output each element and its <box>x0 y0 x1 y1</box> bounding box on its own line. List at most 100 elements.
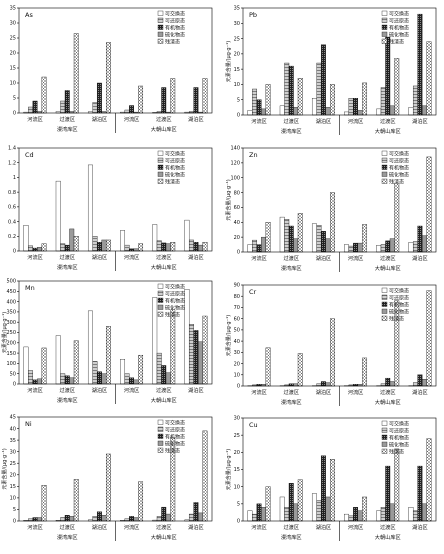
y-tick-label: 0 <box>237 113 240 119</box>
bar-Cd-硫化物态-2 <box>101 239 107 252</box>
bar-Cd-可交换态-2 <box>87 164 93 252</box>
bar-As-可还原态-1 <box>60 100 66 114</box>
y-tick-label: 5 <box>13 96 16 102</box>
bar-Cd-可还原态-4 <box>156 240 162 252</box>
y-tick-label: 140 <box>230 146 240 152</box>
y-tick-label: 200 <box>6 341 16 347</box>
bar-Cd-可交换态-1 <box>55 180 61 252</box>
bar-Cd-有机物态-1 <box>64 244 70 252</box>
panel-title: Ni <box>25 420 32 428</box>
legend-label: 硫化物态 <box>165 171 185 178</box>
bar-Mn-硫化物态-4 <box>165 372 171 385</box>
bar-Zn-可还原态-0 <box>252 239 258 253</box>
bar-Zn-残渣态-1 <box>297 213 303 253</box>
bar-Cd-可还原态-1 <box>60 243 66 252</box>
category-label: 河流区 <box>27 115 43 123</box>
group-label: 漫湾库区 <box>57 125 78 133</box>
category-label: 湖泊区 <box>188 386 204 394</box>
category-label: 过渡区 <box>380 117 396 125</box>
panel-title: Zn <box>249 151 258 159</box>
group-label: 大朝山库区 <box>375 264 401 272</box>
chart-panel-Cd: 0 0.2 0.4 0.6 0.8 1 1.2 1.4 河流区 过渡区 湖泊区 河流区 过渡区 湖泊区漫湾… <box>8 146 213 271</box>
bar-Cu-可还原态-2 <box>316 500 322 522</box>
y-tick-label: 30 <box>234 416 240 422</box>
category-label: 河流区 <box>124 523 140 531</box>
bar-Cu-有机物态-0 <box>256 503 262 522</box>
chart-panel-Cr: 0 10 20 30 40 50 60 70 80 90 元素含量/(μg·g⁻¹) 河流区 过渡区 湖泊… <box>225 283 437 406</box>
y-tick-label: 350 <box>6 310 16 316</box>
y-tick-label: 400 <box>6 299 16 305</box>
y-tick-label: 30 <box>10 21 16 27</box>
y-tick-label: 450 <box>6 289 16 295</box>
bar-Pb-可交换态-4 <box>376 108 382 116</box>
panel-title: As <box>25 11 33 19</box>
group-label: 漫湾库区 <box>57 533 78 541</box>
bar-Mn-可交换态-0 <box>23 346 29 385</box>
panel-title: Pb <box>249 11 257 19</box>
legend-swatch <box>157 150 164 156</box>
legend-swatch <box>157 178 164 184</box>
bar-Ni-残渣态-1 <box>73 479 79 522</box>
bar-Cd-残渣态-4 <box>170 241 176 252</box>
bar-Cd-可交换态-4 <box>152 224 158 252</box>
legend-label: 可还原态 <box>389 294 409 301</box>
panel-title: Cr <box>249 288 257 296</box>
category-label: 湖泊区 <box>188 253 204 261</box>
y-axis-label: 元素含量/(μg·g⁻¹) <box>225 315 232 356</box>
y-tick-label: 80 <box>234 294 240 300</box>
bar-Cd-有机物态-2 <box>96 241 102 252</box>
category-label: 过渡区 <box>380 523 396 531</box>
category-label: 河流区 <box>348 254 364 262</box>
bar-Cu-可还原态-0 <box>252 513 258 522</box>
category-label: 河流区 <box>251 254 267 262</box>
category-label: 河流区 <box>251 388 267 396</box>
legend-label: 有机物态 <box>389 434 409 441</box>
y-tick-label: 1.2 <box>8 160 16 166</box>
y-tick-label: 150 <box>6 351 16 357</box>
bar-Ni-有机物态-4 <box>161 506 167 522</box>
legend-label: 可还原态 <box>165 426 185 433</box>
y-tick-label: 20 <box>234 52 240 58</box>
panel-title: Cd <box>25 151 34 159</box>
legend-swatch <box>157 440 164 446</box>
legend-swatch <box>381 441 388 447</box>
group-label: 大朝山库区 <box>151 396 177 404</box>
category-label: 过渡区 <box>283 523 299 531</box>
legend-label: 可交换态 <box>389 10 409 17</box>
legend-swatch <box>157 447 164 453</box>
legend-swatch <box>381 31 388 37</box>
category-label: 过渡区 <box>59 523 75 531</box>
bar-Mn-残渣态-5 <box>202 315 208 385</box>
legend-label: 可交换态 <box>165 150 185 157</box>
y-tick-label: 15 <box>234 467 240 473</box>
y-axis-label: 元素含量/(μg·g⁻¹) <box>225 41 232 82</box>
bar-As-残渣态-5 <box>202 78 208 114</box>
bar-Mn-可交换态-5 <box>184 289 190 385</box>
y-tick-label: 0 <box>13 519 16 525</box>
bar-Cu-硫化物态-1 <box>293 503 299 522</box>
y-tick-label: 0 <box>237 519 240 525</box>
bar-Zn-可交换态-2 <box>311 223 317 253</box>
bar-Cu-硫化物态-5 <box>421 503 427 522</box>
bar-Cr-可还原态-2 <box>316 383 322 387</box>
y-tick-label: 35 <box>10 6 16 12</box>
category-label: 湖泊区 <box>188 115 204 123</box>
bar-Ni-有机物态-2 <box>96 511 102 522</box>
bar-Cu-可还原态-5 <box>412 510 418 522</box>
legend-swatch <box>157 157 164 163</box>
bar-As-有机物态-0 <box>32 100 38 114</box>
bar-Mn-残渣态-3 <box>138 354 144 385</box>
y-tick-label: 300 <box>6 320 16 326</box>
y-tick-label: 0.4 <box>8 219 16 225</box>
bar-Ni-残渣态-5 <box>202 430 208 522</box>
legend-label: 可交换态 <box>165 419 185 426</box>
bar-Pb-可还原态-1 <box>284 62 290 116</box>
legend-label: 有机物态 <box>165 297 185 304</box>
y-tick-label: 0 <box>13 111 16 117</box>
bar-As-残渣态-3 <box>138 85 144 114</box>
legend-swatch <box>157 426 164 432</box>
y-tick-label: 15 <box>234 67 240 73</box>
legend-label: 残渣态 <box>165 178 180 185</box>
y-tick-label: 20 <box>234 361 240 367</box>
legend-label: 硫化物态 <box>165 31 185 38</box>
